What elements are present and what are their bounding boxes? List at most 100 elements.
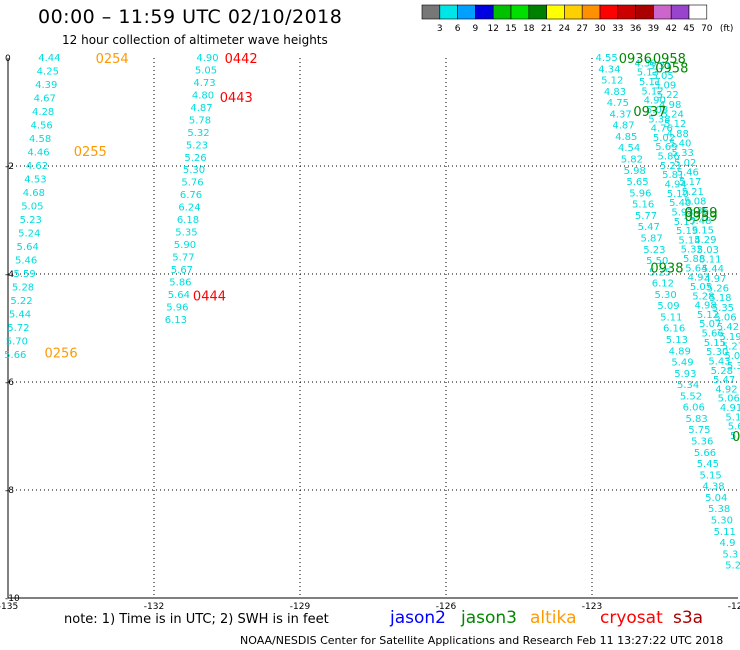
colorbar-tick-label: 30 (594, 24, 606, 34)
colorbar-tick-label: 9 (473, 24, 479, 34)
colorbar-tick-label: 15 (505, 24, 516, 34)
wave-height-value: 5.83 (685, 414, 707, 425)
wave-height-value: 5.40 (669, 198, 691, 209)
wave-height-value: 5.05 (21, 202, 43, 213)
wave-height-value: 5.24 (662, 109, 684, 120)
wave-height-value: 5.12 (697, 310, 719, 321)
pass-time-label: 0936 (619, 52, 652, 67)
wave-height-value: 5.17 (674, 217, 696, 228)
wave-height-value: 5.36 (691, 437, 713, 448)
wave-height-value: 5.77 (635, 211, 657, 222)
wave-height-value: 5.03 (697, 245, 719, 256)
colorbar-tick-label: 3 (437, 24, 443, 34)
colorbar-tick-label: 33 (612, 24, 623, 34)
wave-height-value: 5.96 (629, 188, 651, 199)
wave-height-value: 4.34 (598, 64, 620, 75)
wave-height-value: 5.47 (638, 222, 660, 233)
wave-height-value: 4.97 (704, 274, 726, 285)
pass-time-label: 0256 (45, 346, 78, 361)
pass-time-label: 0938 (650, 262, 683, 277)
colorbar-tick-label: (ft) (720, 24, 734, 34)
page-title: 00:00 – 11:59 UTC 02/10/2018 (38, 6, 343, 28)
wave-height-value: 4.87 (612, 121, 634, 132)
wave-height-value: 5.25 (649, 267, 671, 278)
wave-height-value: 5.38 (708, 504, 730, 515)
wave-height-value: 5.2 (725, 561, 740, 572)
pass-time-label: 0959 (684, 206, 717, 221)
wave-height-value: 5.31 (649, 61, 671, 72)
footer-note: note: 1) Time is in UTC; 2) SWH is in fe… (64, 612, 329, 627)
colorbar-tick-label: 6 (455, 24, 461, 34)
wave-height-value: 5.30 (711, 515, 733, 526)
wave-height-value: 6.06 (683, 403, 705, 414)
wave-height-value: 5.32 (187, 128, 209, 139)
wave-height-value: 5.05 (690, 282, 712, 293)
wave-height-value: 5.19 (719, 332, 740, 343)
colorbar-tick-label: 70 (701, 24, 713, 34)
wave-height-value: 5.26 (707, 283, 729, 294)
wave-height-value: 5.11 (699, 254, 721, 265)
pass-time-label: 0958 (655, 62, 688, 77)
wave-height-value: 5.28 (711, 366, 733, 377)
pass-time-label: 0444 (193, 290, 226, 305)
wave-height-value: 4.87 (190, 103, 212, 114)
wave-height-value: 5.70 (6, 337, 28, 348)
x-tick-label: -126 (436, 602, 457, 612)
wave-height-value: 5.04 (705, 493, 727, 504)
wave-height-value: 5.18 (709, 293, 731, 304)
wave-height-value: 4.37 (610, 109, 632, 120)
wave-height-value: 5.16 (632, 200, 654, 211)
wave-height-value: 5.76 (181, 178, 203, 189)
wave-height-value: 5.4 (730, 431, 740, 442)
wave-height-value: 5.15 (692, 225, 714, 236)
legend-s3a: s3a (673, 608, 704, 628)
wave-height-value: 5.38 (648, 114, 670, 125)
wave-height-value: 5.12 (641, 86, 663, 97)
colorbar-tick-label: 36 (630, 24, 642, 34)
colorbar-tick-label: 42 (665, 24, 676, 34)
footer-credit: NOAA/NESDIS Center for Satellite Applica… (240, 634, 724, 647)
wave-height-value: 5.44 (702, 264, 724, 275)
wave-height-value: 5.05 (195, 65, 217, 76)
wave-height-value: 4.98 (695, 301, 717, 312)
legend-altika: altika (530, 608, 577, 628)
wave-height-value: 5.14 (678, 235, 700, 246)
legend-cryosat: cryosat (600, 608, 663, 628)
wave-height-value: 5.88 (683, 254, 705, 265)
wave-height-value: 5.19 (676, 226, 698, 237)
wave-height-value: 5.48 (689, 216, 711, 227)
wave-height-value: 5.75 (688, 425, 710, 436)
wave-height-value: 5.44 (9, 310, 31, 321)
wave-height-value: 5.35 (175, 228, 197, 239)
wave-height-value: 5.64 (17, 242, 39, 253)
wave-height-value: 5.72 (7, 323, 29, 334)
wave-height-value: 5.22 (10, 296, 32, 307)
wave-height-value: 5.11 (660, 312, 682, 323)
wave-height-value: 5.86 (169, 277, 191, 288)
legend-jason3: jason3 (461, 608, 517, 628)
wave-height-value: 4.39 (634, 58, 656, 69)
wave-height-value: 5.66 (694, 448, 716, 459)
wave-height-value: 5.78 (189, 115, 211, 126)
wave-height-value: 4.85 (615, 132, 637, 143)
wave-height-points: 4.44 4.25 4.39 4.67 4.28 4.56 4.58 4.46 4.62 4.53… (4, 52, 740, 572)
wave-height-value: 5.30 (706, 347, 728, 358)
wave-height-value: 5.22 (657, 90, 679, 101)
wave-height-value: 4.9 (720, 538, 736, 549)
x-tick-label: -132 (144, 602, 164, 612)
wave-height-value: 5.36 (687, 206, 709, 217)
wave-height-value: 5.90 (174, 240, 196, 251)
wave-height-value: 5.66 (4, 350, 26, 361)
wave-height-value: 5.12 (601, 76, 623, 87)
wave-height-value: 4.94 (664, 179, 686, 190)
wave-height-value: 5.64 (685, 263, 707, 274)
wave-height-value: 4.44 (38, 53, 60, 64)
wave-height-value: 5.43 (708, 356, 730, 367)
wave-height-value: 5.82 (621, 155, 643, 166)
wave-height-value: 5.28 (692, 291, 714, 302)
wave-height-value: 5.52 (680, 391, 702, 402)
wave-height-value: 4.46 (27, 148, 49, 159)
wave-height-value: 5.24 (18, 229, 40, 240)
wave-height-value: 4.58 (29, 134, 51, 145)
